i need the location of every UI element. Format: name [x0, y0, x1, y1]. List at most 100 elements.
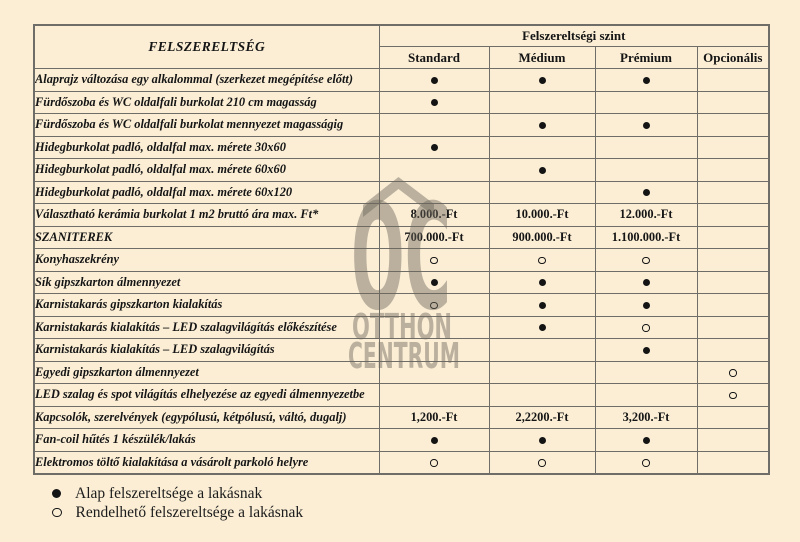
cell-included [594, 428, 698, 452]
cell-included [378, 428, 490, 452]
table-row: Karnistakarás kialakítás – LED szalagvil… [33, 338, 770, 362]
row-label: Hidegburkolat padló, oldalfal max. méret… [33, 180, 380, 204]
cell-empty [696, 450, 770, 475]
legend-label: Alap felszereltsége a lakásnak [75, 484, 263, 502]
cell-empty [378, 360, 490, 384]
row-label: Hidegburkolat padló, oldalfal max. méret… [33, 135, 380, 159]
cell-empty [696, 225, 770, 249]
cell-empty [594, 135, 698, 159]
cell-empty [594, 90, 698, 114]
filled-dot-icon [430, 144, 438, 152]
cell-included [594, 68, 698, 92]
cell-empty [488, 360, 596, 384]
cell-included [594, 338, 698, 362]
cell-empty [696, 405, 770, 429]
cell-included [378, 270, 490, 294]
filled-dot-icon [430, 436, 438, 444]
cell-empty [378, 338, 490, 362]
cell-empty [696, 158, 770, 182]
equipment-table: FELSZERELTSÉG Felszereltségi szint Stand… [33, 24, 771, 475]
row-label: SZANITEREK [33, 225, 380, 249]
open-circle-icon [642, 324, 650, 332]
legend: Alap felszereltsége a lakásnak Rendelhet… [52, 484, 303, 522]
cell-orderable [594, 248, 698, 272]
legend-item-base: Alap felszereltsége a lakásnak [52, 484, 303, 503]
table-row: Fürdőszoba és WC oldalfali burkolat 210 … [33, 90, 770, 114]
filled-dot-icon [538, 301, 546, 309]
cell-included [488, 315, 596, 339]
filled-dot-icon [642, 279, 650, 287]
cell-price: 8.000.-Ft [378, 203, 490, 227]
legend-item-optional: Rendelhető felszereltsége a lakásnak [52, 503, 303, 522]
cell-empty [378, 383, 490, 407]
open-circle-icon [729, 391, 737, 400]
cell-empty [488, 383, 596, 407]
cell-orderable [378, 450, 490, 475]
cell-empty [488, 90, 596, 114]
table-row: Sík gipszkarton álmennyezet [33, 270, 770, 294]
table-row: Alaprajz változása egy alkalommal (szerk… [33, 68, 770, 92]
cell-empty [696, 68, 770, 92]
table-row: Hidegburkolat padló, oldalfal max. méret… [33, 158, 770, 182]
cell-orderable [696, 360, 770, 384]
cell-empty [488, 135, 596, 159]
cell-empty [378, 180, 490, 204]
filled-dot-icon [538, 166, 546, 174]
filled-dot-icon [538, 279, 546, 287]
cell-included [378, 68, 490, 92]
filled-dot-icon [538, 76, 546, 84]
cell-orderable [488, 450, 596, 475]
filled-dot-icon [538, 324, 546, 332]
column-header-standard: Standard [378, 46, 490, 69]
row-label: Karnistakarás kialakítás – LED szalagvil… [33, 338, 380, 362]
cell-included [594, 270, 698, 294]
row-label: Karnistakarás gipszkarton kialakítás [33, 293, 380, 317]
cell-orderable [378, 248, 490, 272]
cell-orderable [378, 293, 490, 317]
cell-included [488, 428, 596, 452]
cell-price: 1.100.000.-Ft [594, 225, 698, 249]
cell-empty [696, 428, 770, 452]
cell-included [594, 293, 698, 317]
filled-dot-icon [642, 76, 650, 84]
cell-empty [594, 360, 698, 384]
row-label: LED szalag és spot világítás elhelyezése… [33, 383, 380, 407]
cell-empty [696, 135, 770, 159]
filled-dot-icon [642, 121, 650, 129]
column-header-medium: Médium [488, 46, 596, 69]
row-label: Konyhaszekrény [33, 248, 380, 272]
cell-empty [488, 180, 596, 204]
cell-included [378, 135, 490, 159]
filled-dot-icon [642, 189, 650, 197]
cell-included [594, 113, 698, 137]
cell-price: 10.000.-Ft [488, 203, 596, 227]
row-label: Sík gipszkarton álmennyezet [33, 270, 380, 294]
cell-price: 700.000.-Ft [378, 225, 490, 249]
open-circle-icon [642, 256, 650, 265]
table-row: Hidegburkolat padló, oldalfal max. méret… [33, 180, 770, 204]
cell-included [378, 90, 490, 114]
row-label: Egyedi gipszkarton álmennyezet [33, 360, 380, 384]
row-label: Hidegburkolat padló, oldalfal max. méret… [33, 158, 380, 182]
cell-empty [696, 315, 770, 339]
legend-filled-dot-icon [52, 489, 61, 498]
column-group-header: Felszereltségi szint [378, 24, 770, 47]
cell-included [488, 270, 596, 294]
row-label: Fan-coil hűtés 1 készülék/lakás [33, 428, 380, 452]
row-label: Fürdőszoba és WC oldalfali burkolat menn… [33, 113, 380, 137]
table-title: FELSZERELTSÉG [33, 24, 380, 69]
open-circle-icon [642, 459, 650, 467]
cell-price: 2,2200.-Ft [488, 405, 596, 429]
cell-empty [696, 270, 770, 294]
cell-included [488, 158, 596, 182]
filled-dot-icon [430, 99, 438, 107]
table-row: Konyhaszekrény [33, 248, 770, 272]
table-row: Egyedi gipszkarton álmennyezet [33, 360, 770, 384]
row-label: Fürdőszoba és WC oldalfali burkolat 210 … [33, 90, 380, 114]
legend-open-circle-icon [52, 507, 62, 518]
cell-price: 1,200.-Ft [378, 405, 490, 429]
open-circle-icon [430, 459, 438, 467]
filled-dot-icon [430, 76, 438, 84]
cell-empty [378, 113, 490, 137]
row-label: Alaprajz változása egy alkalommal (szerk… [33, 68, 380, 92]
